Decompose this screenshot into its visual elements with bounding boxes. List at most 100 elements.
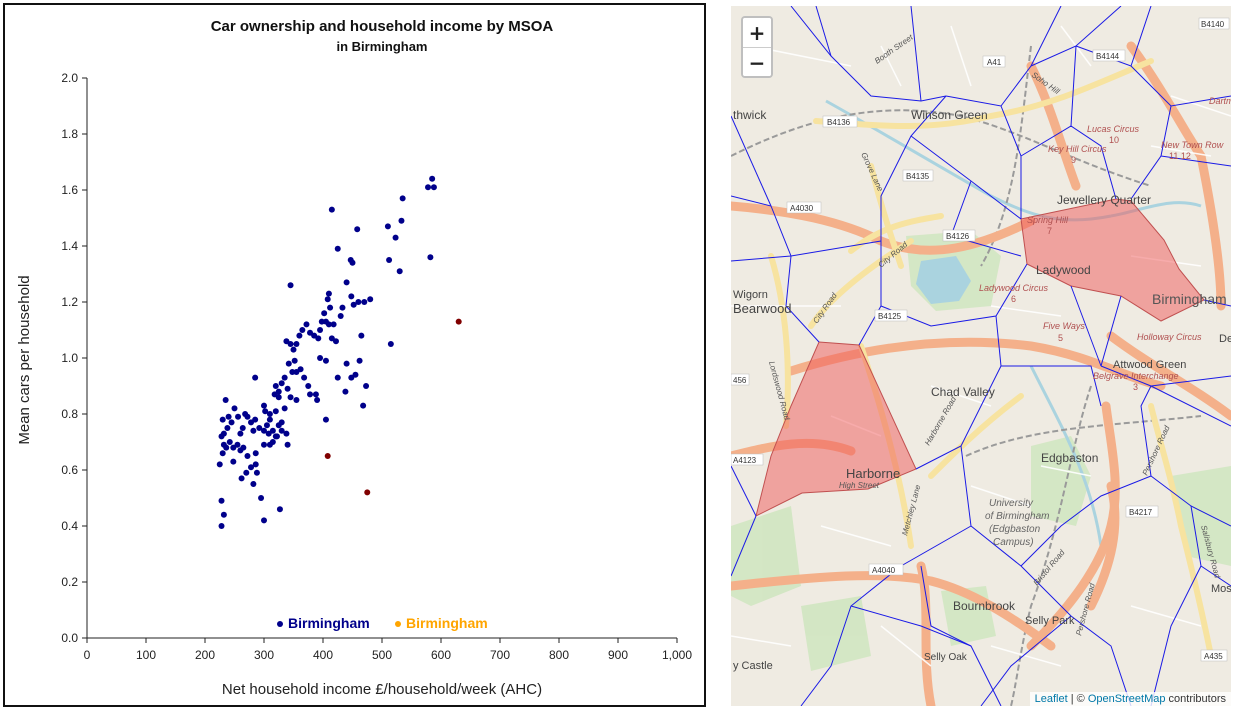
data-point[interactable] xyxy=(430,184,437,191)
data-point[interactable] xyxy=(354,226,361,233)
data-point[interactable] xyxy=(265,430,272,437)
data-point[interactable] xyxy=(250,427,257,434)
data-point[interactable] xyxy=(272,408,279,415)
data-point[interactable] xyxy=(299,327,306,333)
data-point[interactable] xyxy=(252,461,259,468)
data-point[interactable] xyxy=(226,439,233,445)
data-point[interactable] xyxy=(266,416,273,423)
zoom-in-button[interactable]: + xyxy=(743,18,771,47)
data-point[interactable] xyxy=(283,430,290,437)
data-point[interactable] xyxy=(248,464,255,471)
data-point[interactable] xyxy=(252,374,259,381)
data-point[interactable] xyxy=(230,458,237,465)
data-point[interactable] xyxy=(324,453,331,459)
data-point[interactable] xyxy=(355,299,362,305)
data-point[interactable] xyxy=(234,441,241,448)
data-point[interactable] xyxy=(243,469,250,476)
data-point[interactable] xyxy=(231,405,238,412)
data-point[interactable] xyxy=(218,523,225,529)
data-point[interactable] xyxy=(356,357,363,364)
data-point[interactable] xyxy=(324,296,331,303)
data-point[interactable] xyxy=(253,469,260,476)
data-point[interactable] xyxy=(348,293,355,300)
data-point[interactable] xyxy=(261,427,267,434)
data-point[interactable] xyxy=(349,259,356,266)
data-point[interactable] xyxy=(364,489,371,496)
data-point[interactable] xyxy=(291,357,298,364)
data-point[interactable] xyxy=(225,413,232,420)
data-point[interactable] xyxy=(317,327,324,333)
data-point[interactable] xyxy=(352,371,359,378)
data-point[interactable] xyxy=(307,329,314,336)
data-point[interactable] xyxy=(330,321,337,328)
data-point[interactable] xyxy=(322,357,329,364)
data-point[interactable] xyxy=(334,374,341,381)
data-point[interactable] xyxy=(242,411,249,417)
data-point[interactable] xyxy=(361,299,368,305)
data-point[interactable] xyxy=(312,391,319,398)
data-point[interactable] xyxy=(317,355,324,361)
data-point[interactable] xyxy=(337,313,344,319)
data-point[interactable] xyxy=(343,279,350,286)
data-point[interactable] xyxy=(398,217,405,224)
map-canvas[interactable]: thwick Winson Green Jewellery Quarter La… xyxy=(731,6,1231,706)
data-point[interactable] xyxy=(297,366,304,373)
data-point[interactable] xyxy=(235,413,242,420)
highlighted-msoa-areas[interactable] xyxy=(755,198,1205,517)
data-point[interactable] xyxy=(275,394,282,401)
data-point[interactable] xyxy=(455,318,462,325)
data-point[interactable] xyxy=(228,419,235,426)
data-point[interactable] xyxy=(219,416,226,423)
data-point[interactable] xyxy=(301,374,308,381)
data-point[interactable] xyxy=(339,304,346,311)
data-point[interactable] xyxy=(266,411,273,417)
data-point[interactable] xyxy=(293,397,300,403)
data-point[interactable] xyxy=(238,475,245,482)
data-point[interactable] xyxy=(266,441,273,448)
data-point[interactable] xyxy=(342,388,349,395)
data-point[interactable] xyxy=(325,290,332,297)
data-point[interactable] xyxy=(293,341,300,347)
data-point[interactable] xyxy=(327,304,334,311)
data-point[interactable] xyxy=(261,517,267,524)
data-point[interactable] xyxy=(239,425,246,431)
data-point[interactable] xyxy=(285,360,292,367)
data-point[interactable] xyxy=(220,511,227,518)
data-point[interactable] xyxy=(281,374,288,381)
data-point[interactable] xyxy=(358,332,365,339)
data-point[interactable] xyxy=(387,341,394,347)
data-point[interactable] xyxy=(367,296,374,303)
data-point[interactable] xyxy=(275,422,282,429)
data-point[interactable] xyxy=(278,380,285,387)
data-point[interactable] xyxy=(283,338,290,345)
data-point[interactable] xyxy=(244,453,251,459)
data-point[interactable] xyxy=(272,383,279,389)
msoa-area-harborne[interactable] xyxy=(755,341,917,517)
data-point[interactable] xyxy=(287,282,294,289)
data-point[interactable] xyxy=(314,397,321,403)
data-point[interactable] xyxy=(334,245,341,252)
data-point[interactable] xyxy=(296,332,303,339)
data-point[interactable] xyxy=(262,408,269,415)
data-point[interactable] xyxy=(273,433,280,440)
data-point[interactable] xyxy=(287,394,294,401)
data-point[interactable] xyxy=(218,497,225,504)
data-point[interactable] xyxy=(284,385,291,392)
data-point[interactable] xyxy=(425,184,432,191)
data-point[interactable] xyxy=(305,383,312,389)
data-point[interactable] xyxy=(284,441,291,448)
data-point[interactable] xyxy=(318,318,325,325)
data-point[interactable] xyxy=(399,195,406,202)
data-point[interactable] xyxy=(343,360,350,367)
data-point[interactable] xyxy=(328,206,335,213)
data-point[interactable] xyxy=(223,444,230,451)
data-point[interactable] xyxy=(384,223,391,230)
data-point[interactable] xyxy=(429,175,436,182)
data-point[interactable] xyxy=(250,481,257,487)
data-point[interactable] xyxy=(350,301,357,308)
data-point[interactable] xyxy=(363,383,370,389)
data-point[interactable] xyxy=(216,461,223,468)
data-point[interactable] xyxy=(360,402,367,409)
data-point[interactable] xyxy=(219,450,226,457)
data-point[interactable] xyxy=(261,441,267,448)
